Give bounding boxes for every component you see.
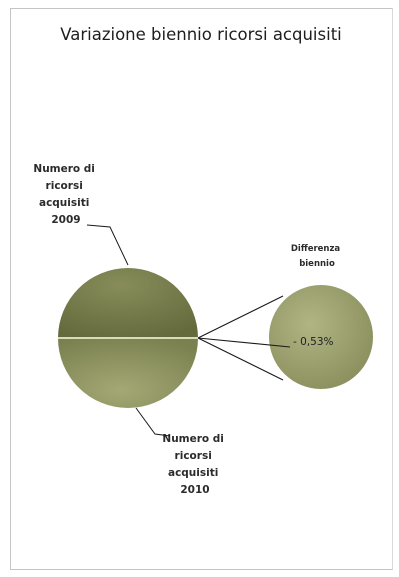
- leader-line-2009: [87, 225, 128, 265]
- label-2010-line-1: Numero di: [162, 433, 224, 445]
- chart-title: Variazione biennio ricorsi acquisiti: [60, 25, 342, 44]
- label-2009-line-3: acquisiti: [39, 197, 89, 209]
- label-2010-line-2: ricorsi: [175, 450, 212, 462]
- label-2009-line-4: 2009: [51, 214, 80, 226]
- label-2010-line-4: 2010: [180, 484, 209, 496]
- label-difference-line-2: biennio: [299, 259, 335, 269]
- leader-line-2010: [136, 408, 170, 436]
- label-2009-line-2: ricorsi: [46, 180, 83, 192]
- label-difference: Differenza biennio: [291, 244, 343, 269]
- pie-slice-2010: [58, 338, 198, 408]
- difference-value-label: - 0,53%: [293, 336, 334, 348]
- label-2009-line-1: Numero di: [33, 163, 95, 175]
- pie-slice-2009: [58, 268, 198, 338]
- label-2010: Numero di ricorsi acquisiti 2010: [162, 433, 227, 496]
- label-2010-line-3: acquisiti: [168, 467, 218, 479]
- label-difference-line-1: Differenza: [291, 244, 341, 254]
- label-2009: Numero di ricorsi acquisiti 2009: [33, 163, 98, 226]
